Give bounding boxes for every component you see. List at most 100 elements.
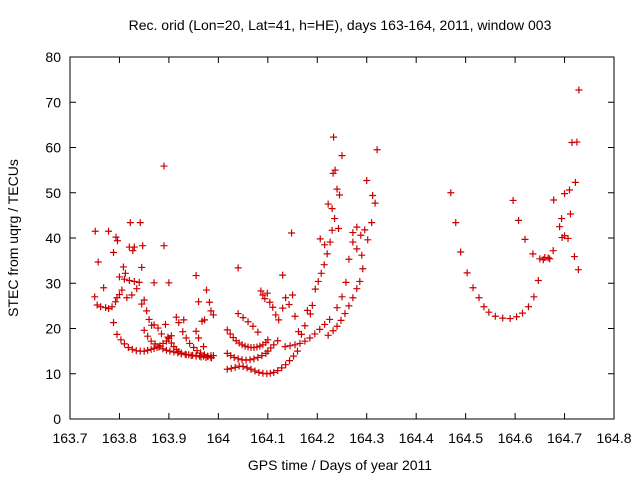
data-point (356, 277, 364, 285)
data-point (91, 227, 99, 235)
data-point (139, 242, 147, 250)
data-point (331, 215, 339, 223)
data-point (349, 238, 357, 246)
data-point (574, 266, 582, 274)
data-point (120, 340, 128, 348)
data-point (113, 237, 121, 245)
data-point (338, 293, 346, 301)
data-point (324, 331, 332, 339)
x-axis-label: GPS time / Days of year 2011 (248, 457, 432, 473)
chart-title: Rec. orid (Lon=20, Lat=41, h=HE), days 1… (129, 17, 552, 33)
data-point (515, 216, 523, 224)
data-point (126, 219, 134, 227)
data-point (281, 343, 289, 351)
data-point (571, 178, 579, 186)
data-point (182, 351, 190, 359)
data-point (279, 304, 287, 312)
data-point (230, 353, 238, 361)
data-point (165, 279, 173, 287)
data-point (289, 291, 297, 299)
data-point (195, 334, 203, 342)
data-point (536, 255, 544, 263)
y-tick-label: 0 (53, 411, 61, 427)
y-axis: 0 10 20 30 40 50 60 70 80 (45, 49, 614, 427)
data-point (570, 253, 578, 261)
data-point (207, 353, 215, 361)
y-tick-label: 30 (45, 275, 61, 291)
data-point (363, 177, 371, 185)
data-point (341, 310, 349, 318)
data-point (255, 368, 263, 376)
data-point (121, 269, 129, 277)
data-point (524, 303, 532, 311)
data-point (549, 247, 557, 255)
x-axis: 163.7 163.8 163.9 164 164.1 164.2 164.3 164.4 16… (52, 57, 632, 446)
data-point (566, 210, 574, 218)
data-point (291, 341, 299, 349)
y-tick-label: 80 (45, 49, 61, 65)
data-point (264, 336, 272, 344)
data-point (308, 301, 316, 309)
data-point (102, 304, 110, 312)
data-point (110, 248, 118, 256)
plot-border (69, 56, 615, 420)
data-point (306, 310, 314, 318)
data-point (550, 196, 558, 204)
data-point (150, 321, 158, 329)
data-point (573, 138, 581, 146)
data-point (558, 234, 566, 242)
data-point (154, 324, 162, 332)
data-point (108, 303, 116, 311)
data-point (317, 269, 325, 277)
data-point (247, 365, 255, 373)
data-point (97, 303, 105, 311)
data-point (201, 316, 209, 324)
x-tick-label: 164.3 (349, 430, 384, 446)
data-point (195, 298, 203, 306)
data-point (320, 261, 328, 269)
data-point (180, 316, 188, 324)
data-point (223, 365, 231, 373)
data-point (269, 303, 277, 311)
data-point (144, 346, 152, 354)
data-point (192, 352, 200, 360)
data-point (234, 355, 242, 363)
data-point (452, 219, 460, 227)
data-point (150, 344, 158, 352)
data-point (333, 322, 341, 330)
data-point (491, 312, 499, 320)
data-point (144, 332, 152, 340)
data-point (274, 337, 282, 345)
data-point (157, 330, 165, 338)
data-point (279, 271, 287, 279)
y-tick-label: 40 (45, 230, 61, 246)
data-point (258, 352, 266, 360)
data-point (316, 235, 324, 243)
x-tick-label: 164.1 (250, 430, 285, 446)
x-tick-label: 163.9 (151, 430, 186, 446)
data-point (564, 234, 572, 242)
data-point (223, 326, 231, 334)
data-point (293, 347, 301, 355)
data-point (278, 364, 286, 372)
data-point (244, 318, 252, 326)
data-point (323, 250, 331, 258)
data-point (291, 312, 299, 320)
data-point (94, 258, 102, 266)
data-point (251, 367, 259, 375)
data-point (263, 289, 271, 297)
y-tick-label: 20 (45, 321, 61, 337)
data-point (110, 319, 118, 327)
data-point (253, 343, 261, 351)
data-point (301, 337, 309, 345)
data-point (546, 255, 554, 263)
data-point (345, 255, 353, 263)
data-point (124, 344, 132, 352)
data-point (345, 302, 353, 310)
data-point (136, 219, 144, 227)
data-point (140, 347, 148, 355)
data-point (257, 287, 265, 295)
data-point (241, 342, 249, 350)
data-point (371, 199, 379, 207)
y-tick-label: 10 (45, 366, 61, 382)
